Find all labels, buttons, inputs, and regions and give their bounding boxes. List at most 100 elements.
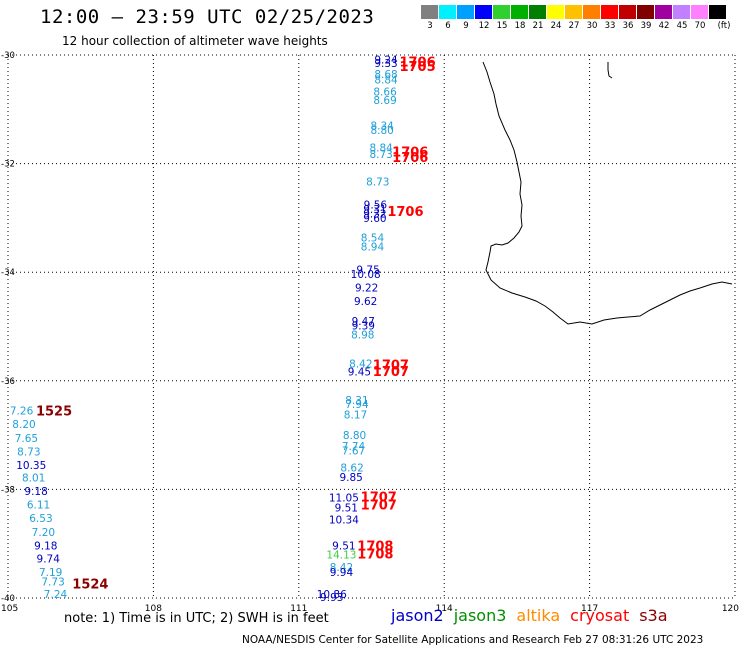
wave-height-value: 8.80 [370,125,393,137]
wave-height-value: 9.62 [354,296,377,308]
pass-time-label: 1706 [399,56,435,71]
wave-height-value: 8.31 [345,395,368,407]
legend-swatch [619,5,636,19]
notes-text: note: 1) Time is in UTC; 2) SWH is in fe… [64,611,329,626]
pass-time-label: 1708 [357,547,393,562]
wave-height-value: 8.66 [373,86,397,98]
wave-height-value: 8.69 [373,95,396,107]
wave-height-value: 9.85 [339,472,362,484]
legend-swatch [547,5,564,19]
map-subtitle: 12 hour collection of altimeter wave hei… [62,34,328,48]
legend-tick-label: 21 [532,21,544,31]
wave-height-value: 10.08 [351,269,381,281]
pass-time-label: 1707 [373,365,409,380]
legend-swatch [529,5,546,19]
legend-swatch [601,5,618,19]
wave-height-value: 7.20 [32,527,55,539]
wave-observations: 9.249.338.688.848.668.698.348.808.848.73… [10,54,398,604]
legend-swatch [673,5,690,19]
pass-time-label: 1707 [373,359,409,374]
wave-height-value: 7.19 [39,567,62,579]
wave-height-value: 9.93 [320,592,343,604]
legend-swatch [457,5,474,19]
wave-height-value: 9.51 [332,540,355,552]
wave-height-value: 8.84 [369,142,393,154]
wave-height-value: 8.34 [370,121,394,133]
wave-height-value: 7.24 [44,589,68,601]
wave-height-value: 8.98 [351,330,374,342]
lon-label: 108 [145,604,162,614]
legend-tick-label: 6 [445,21,451,31]
pass-time-label: 1524 [72,577,108,592]
wave-height-value: 9.18 [34,540,57,552]
wave-height-value: 8.42 [349,358,372,370]
satellite-altika: altika [516,606,561,625]
legend-tick-label: 33 [604,21,616,31]
inlet-marker [607,62,613,79]
pass-time-label: 1706 [392,146,428,161]
wave-height-value: 10.35 [16,460,46,472]
legend-tick-label: 3 [427,21,433,31]
wave-height-value: 8.17 [344,409,367,421]
wave-height-value: 8.54 [361,232,385,244]
legend-tick-label: 24 [550,21,562,31]
pass-time-label: 1707 [361,499,397,514]
legend-swatch [583,5,600,19]
wave-height-value: 8.84 [374,74,398,86]
wave-height-value: 9.75 [356,264,379,276]
satellite-jason2: jason2 [391,606,444,625]
lat-label: -38 [1,485,15,495]
wave-height-value: 8.73 [17,446,40,458]
satellite-jason3: jason3 [453,606,507,625]
lat-label: -40 [1,594,15,604]
wave-height-value: 9.31 [363,204,386,216]
wave-height-value: 7.67 [342,445,365,457]
wave-height-value: 9.18 [24,486,47,498]
pass-time-label: 1525 [36,405,72,420]
legend-tick-label: 15 [496,21,508,31]
lat-label: -32 [1,160,15,170]
footer-credit: NOAA/NESDIS Center for Satellite Applica… [242,634,704,646]
pass-time-label: 1706 [392,151,428,166]
wave-height-value: 8.01 [22,472,45,484]
satellite-cryosat: cryosat [570,606,630,625]
wave-height-value: 7.73 [41,577,64,589]
legend-swatch [475,5,492,19]
wave-height-value: 6.53 [29,513,52,525]
wave-height-value: 10.34 [329,514,359,526]
wave-height-value: 9.74 [37,553,61,565]
wave-height-value: 9.60 [363,213,386,225]
wave-height-value: 9.32 [363,209,386,221]
wave-height-value: 8.73 [366,177,389,189]
wave-height-value: 9.45 [348,367,371,379]
coastline [482,61,733,325]
wave-height-value: 7.65 [15,433,38,445]
pass-time-label: 1705 [399,60,435,75]
lat-label: -30 [1,51,15,61]
legend-swatch [691,5,708,19]
wave-height-value: 14.13 [326,550,356,562]
legend-tick-label: 36 [622,21,634,31]
legend-tick-label: 12 [478,21,490,31]
legend-swatch [493,5,510,19]
legend-swatch [511,5,528,19]
legend-tick-label: 70 [694,21,706,31]
lon-label: 105 [1,604,18,614]
satellite-s3a: s3a [639,606,668,625]
legend-tick-label: 27 [568,21,580,31]
wave-height-value: 8.20 [12,419,35,431]
lon-label: 120 [722,604,739,614]
lon-label: 111 [290,604,307,614]
pass-time-label: 1708 [357,539,393,554]
legend-tick-label: 18 [514,21,526,31]
pass-time-label: 1707 [361,490,397,505]
lon-label: 114 [436,604,453,614]
legend-swatch [637,5,654,19]
graticule [7,54,736,599]
legend-tick-label: 45 [676,21,688,31]
wave-height-value: 9.33 [374,58,397,70]
wave-height-value: 8.68 [374,69,397,81]
lat-label: -34 [1,268,15,278]
legend-tick-label: 42 [658,21,670,31]
